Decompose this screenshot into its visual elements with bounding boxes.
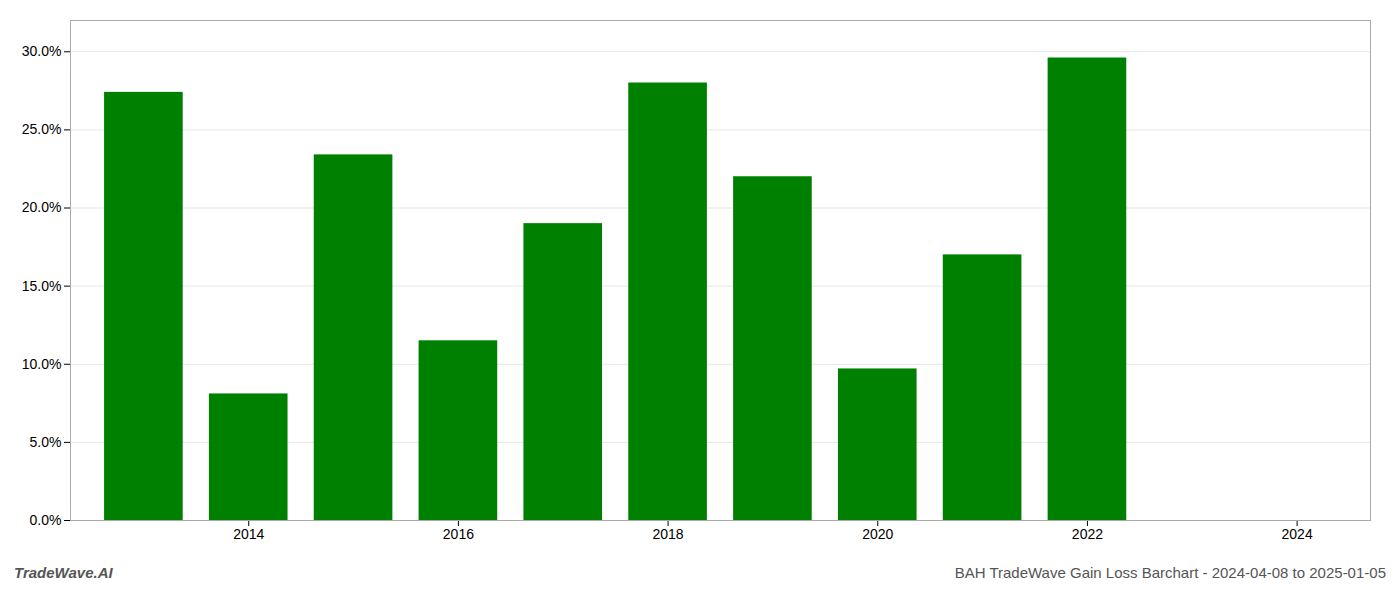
svg-text:20.0%: 20.0% — [22, 199, 62, 215]
svg-text:15.0%: 15.0% — [22, 278, 62, 294]
html-text:TradeWave.AI: TradeWave.AI — [14, 564, 113, 581]
svg-text:2022: 2022 — [1072, 526, 1103, 542]
svg-text:2016: 2016 — [443, 526, 474, 542]
svg-text:10.0%: 10.0% — [22, 356, 62, 372]
svg-text:5.0%: 5.0% — [30, 434, 62, 450]
svg-text:2020: 2020 — [862, 526, 893, 542]
svg-text:2024: 2024 — [1282, 526, 1313, 542]
svg-text:2018: 2018 — [653, 526, 684, 542]
svg-text:30.0%: 30.0% — [22, 43, 62, 59]
svg-text:2014: 2014 — [233, 526, 264, 542]
html-text:BAH TradeWave Gain Loss Barcha: BAH TradeWave Gain Loss Barchart - 2024-… — [954, 564, 1386, 581]
svg-text:25.0%: 25.0% — [22, 121, 62, 137]
svg-text:0.0%: 0.0% — [30, 512, 62, 528]
